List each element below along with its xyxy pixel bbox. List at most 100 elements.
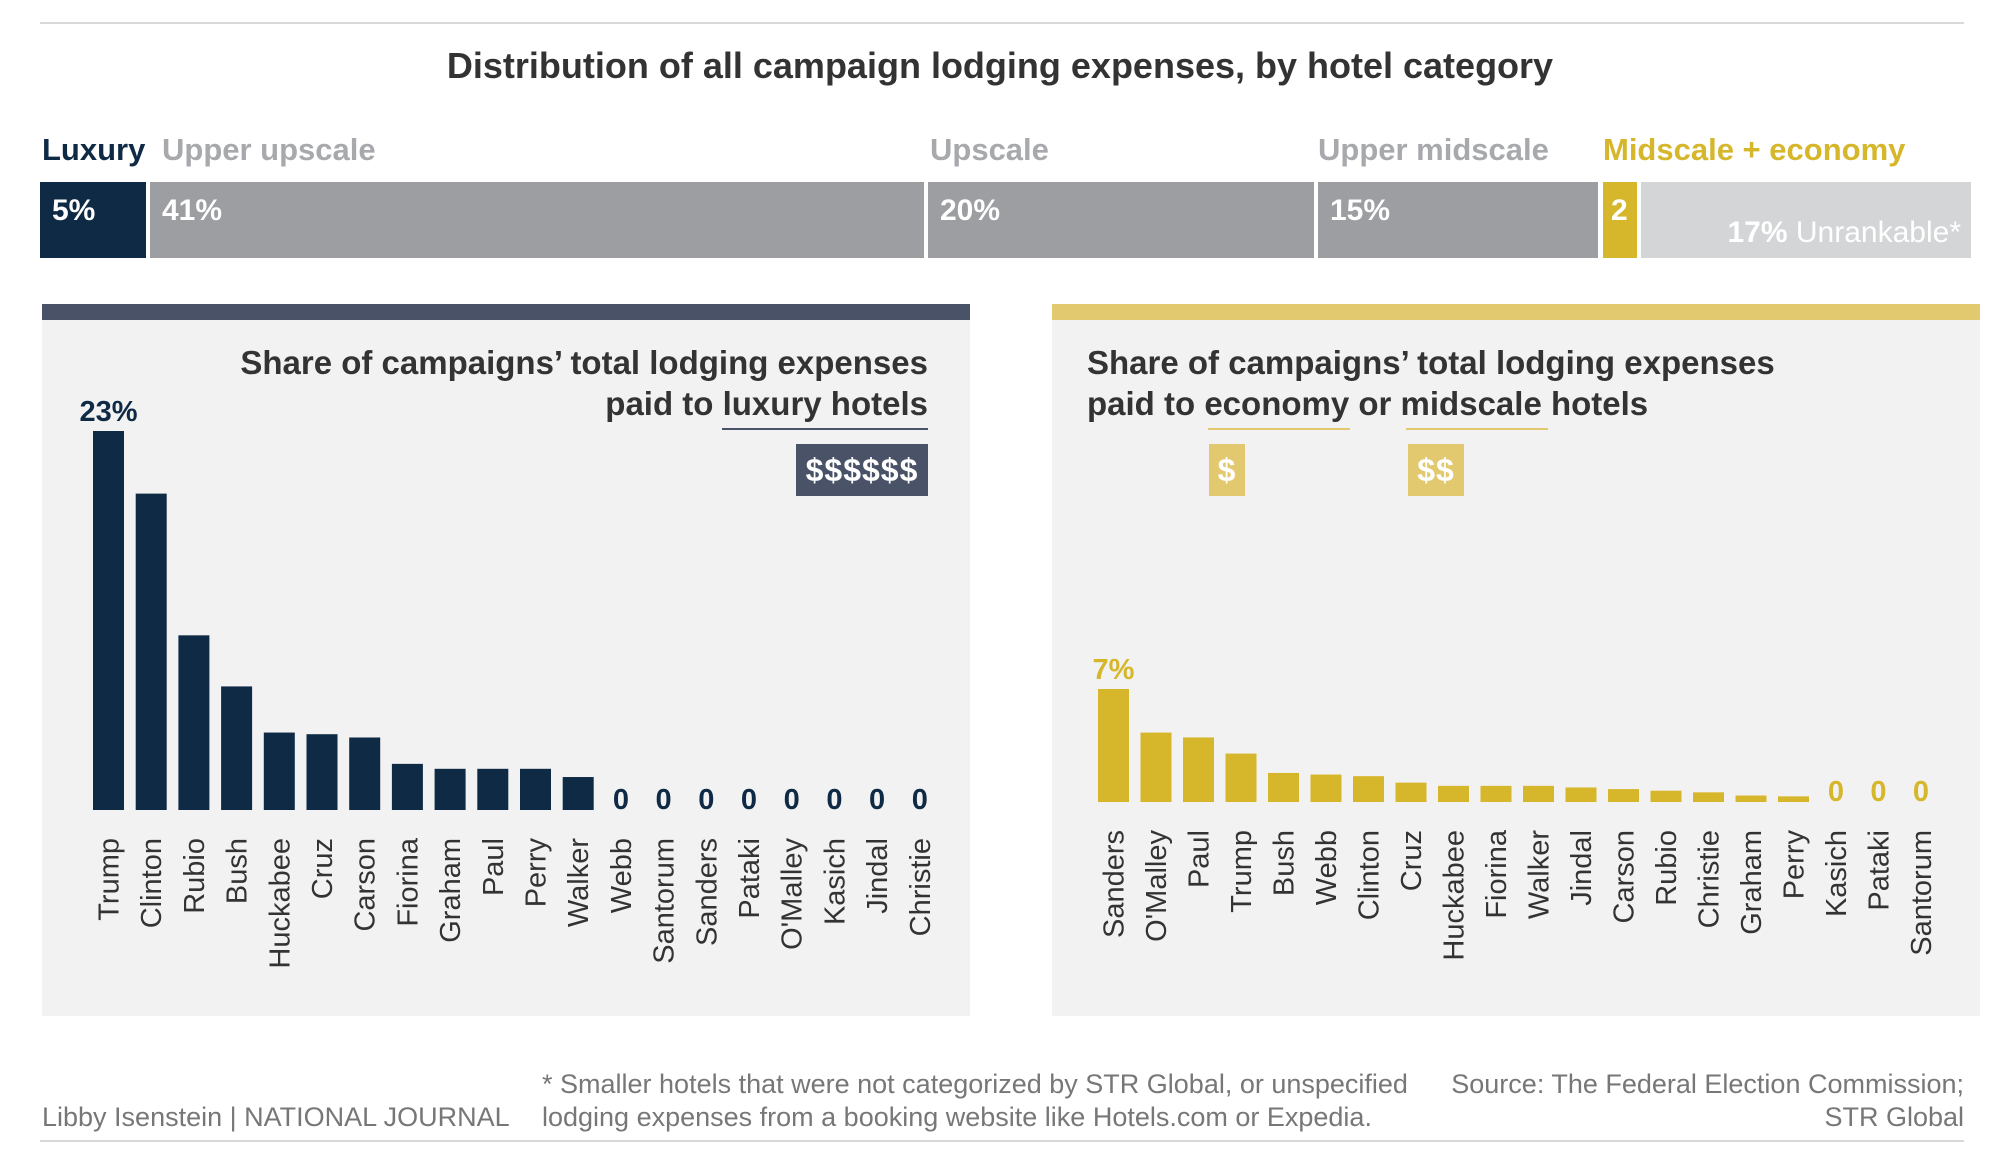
bar-graham bbox=[434, 768, 466, 810]
segment-label-luxury: 5% bbox=[52, 194, 96, 227]
bar-clinton bbox=[1353, 776, 1384, 802]
luxury-panel-title-line1: Share of campaigns’ total lodging expens… bbox=[240, 344, 928, 381]
bar-huckabee bbox=[263, 732, 295, 810]
bottom-rule bbox=[40, 1140, 1964, 1142]
luxury-panel-title-line2: paid to luxury hotels bbox=[240, 383, 928, 424]
segment-label-upscale: 20% bbox=[940, 194, 1001, 227]
bar-webb bbox=[1310, 774, 1342, 802]
x-tick-label: Cruz bbox=[307, 838, 339, 899]
credit-line: Libby Isenstein | NATIONAL JOURNAL bbox=[42, 1102, 510, 1132]
economy-bar-chart: 7% Sanders O'Malley Paul Trump Bush Webb Clinto… bbox=[1093, 654, 1938, 961]
x-tick-label: Christie bbox=[905, 838, 937, 936]
bar-rubio bbox=[1650, 790, 1682, 802]
x-tick-label: Christie bbox=[1694, 830, 1726, 928]
x-tick-label: Paul bbox=[478, 838, 510, 896]
x-tick-label: Bush bbox=[222, 838, 254, 904]
zero-value-label: 0 bbox=[1870, 776, 1886, 808]
bar-perry bbox=[520, 768, 551, 810]
bar-carson bbox=[1608, 789, 1639, 802]
x-tick-label: Santorum bbox=[649, 838, 681, 964]
bar-perry bbox=[1778, 796, 1809, 802]
category-label-upper-upscale: Upper upscale bbox=[162, 132, 376, 167]
footnote: * Smaller hotels that were not categoriz… bbox=[542, 1068, 1408, 1134]
distribution-segment-luxury: 5% bbox=[40, 182, 146, 258]
luxury-panel: Share of campaigns’ total lodging expens… bbox=[42, 304, 970, 1016]
midscale-price-badge: $$ bbox=[1408, 444, 1464, 496]
bar-walker bbox=[1523, 785, 1554, 802]
x-tick-label: Fiorina bbox=[392, 837, 424, 927]
bar-value-label: 7% bbox=[1093, 654, 1135, 686]
bar-bush bbox=[1268, 772, 1299, 802]
bar-sanders bbox=[1098, 689, 1129, 802]
economy-price-badge: $ bbox=[1209, 444, 1245, 496]
x-tick-label: O'Malley bbox=[777, 838, 809, 950]
x-tick-label: Walker bbox=[1524, 830, 1556, 919]
bar-walker bbox=[562, 777, 594, 810]
zero-value-label: 0 bbox=[613, 784, 629, 816]
economy-panel-accent-bar bbox=[1052, 304, 1980, 320]
x-tick-label: Kasich bbox=[1821, 830, 1853, 917]
x-tick-label: Webb bbox=[606, 838, 638, 913]
category-label-upscale: Upscale bbox=[930, 132, 1049, 167]
economy-title-or: or bbox=[1349, 385, 1401, 422]
economy-panel: Share of campaigns’ total lodging expens… bbox=[1052, 304, 1980, 1016]
bar-trump bbox=[1225, 753, 1257, 802]
bar-christie bbox=[1693, 792, 1724, 802]
bar-omalley bbox=[1140, 732, 1172, 802]
bar-cruz bbox=[1395, 782, 1427, 802]
luxury-underline bbox=[722, 428, 928, 430]
x-tick-label: Jindal bbox=[862, 838, 894, 914]
economy-title-prefix: paid to bbox=[1087, 385, 1205, 422]
luxury-title-highlight: luxury hotels bbox=[722, 385, 928, 422]
economy-title-highlight: economy bbox=[1204, 385, 1350, 422]
bar-trump bbox=[93, 431, 124, 810]
x-tick-label: Sanders bbox=[691, 838, 723, 946]
x-tick-label: Trump bbox=[1226, 830, 1258, 913]
x-tick-label: Perry bbox=[1779, 830, 1811, 900]
x-tick-label: Graham bbox=[435, 838, 467, 943]
bar-carson bbox=[349, 737, 381, 810]
chart-title: Distribution of all campaign lodging exp… bbox=[446, 45, 1554, 86]
zero-value-label: 0 bbox=[784, 784, 800, 816]
x-tick-label: Pataki bbox=[734, 838, 766, 919]
x-tick-label: Walker bbox=[563, 838, 595, 927]
x-tick-label: Bush bbox=[1269, 830, 1301, 896]
x-tick-label: Jindal bbox=[1566, 830, 1598, 906]
bar-fiorina bbox=[391, 763, 423, 810]
zero-value-label: 0 bbox=[741, 784, 757, 816]
x-tick-label: Pataki bbox=[1864, 830, 1896, 911]
bar-cruz bbox=[306, 734, 338, 810]
bar-huckabee bbox=[1438, 785, 1469, 802]
x-tick-label: Sanders bbox=[1099, 830, 1131, 938]
x-tick-label: Huckabee bbox=[1439, 830, 1471, 961]
x-tick-label: Trump bbox=[94, 838, 126, 921]
distribution-segment-upper-midscale: 15% bbox=[1318, 182, 1598, 258]
x-tick-label: Fiorina bbox=[1481, 829, 1513, 919]
x-tick-label: Rubio bbox=[179, 838, 211, 914]
footnote-line2: lodging expenses from a booking website … bbox=[542, 1102, 1372, 1132]
distribution-segment-unrankable: 17% Unrankable* bbox=[1641, 182, 1971, 258]
luxury-bar-chart: 23% Trump Clinton Rubio Bush Huckabee Cruz Cars… bbox=[79, 396, 937, 969]
bar-clinton bbox=[135, 493, 167, 810]
source-line1: Source: The Federal Election Commission; bbox=[1451, 1069, 1964, 1099]
zero-value-label: 0 bbox=[656, 784, 672, 816]
bar-value-label: 23% bbox=[79, 396, 137, 428]
distribution-segment-upscale: 20% bbox=[928, 182, 1314, 258]
x-tick-label: Webb bbox=[1311, 830, 1343, 905]
zero-value-label: 0 bbox=[698, 784, 714, 816]
zero-value-label: 0 bbox=[912, 784, 928, 816]
top-rule bbox=[40, 22, 1964, 24]
x-tick-label: Rubio bbox=[1651, 830, 1683, 906]
zero-value-label: 0 bbox=[1913, 776, 1929, 808]
economy-panel-title: Share of campaigns’ total lodging expens… bbox=[1087, 342, 1775, 424]
x-tick-label: Santorum bbox=[1906, 830, 1938, 956]
bar-paul bbox=[1183, 737, 1214, 802]
bar-bush bbox=[221, 686, 253, 810]
luxury-panel-title: Share of campaigns’ total lodging expens… bbox=[240, 342, 928, 424]
x-tick-label: Kasich bbox=[819, 838, 851, 925]
segment-label-unrankable: 17% Unrankable* bbox=[1728, 216, 1962, 250]
bar-paul bbox=[477, 768, 509, 810]
x-tick-label: Clinton bbox=[136, 838, 168, 928]
zero-value-label: 0 bbox=[1828, 776, 1844, 808]
bar-fiorina bbox=[1480, 785, 1512, 802]
